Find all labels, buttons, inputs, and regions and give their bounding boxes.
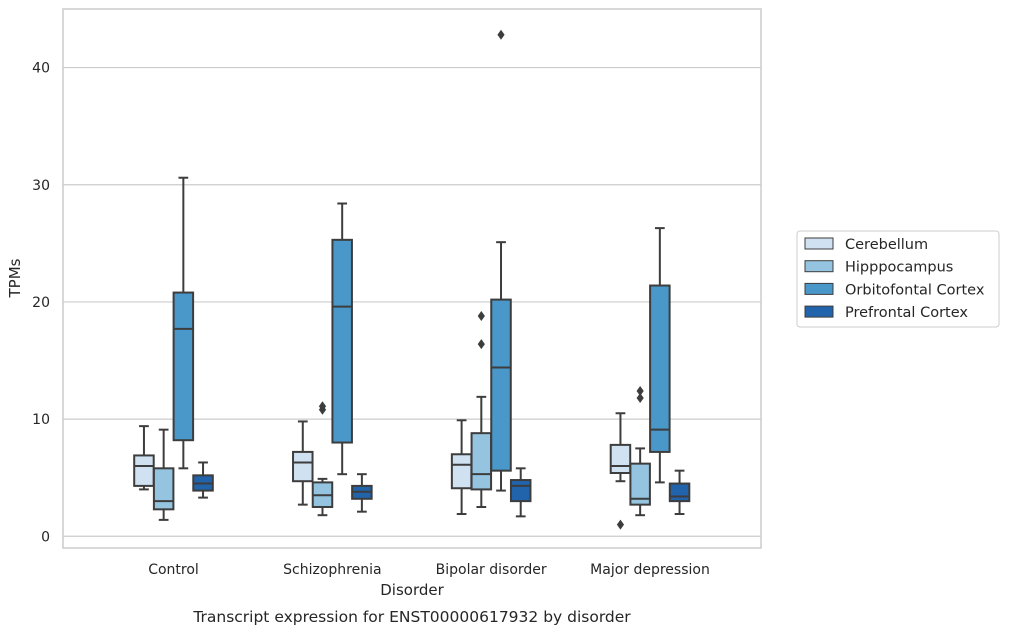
box-control-prefrontal-cortex xyxy=(192,461,214,499)
x-tick-label: Major depression xyxy=(590,562,710,578)
x-tick-labels: Control Schizophrenia Bipolar disorder Majo… xyxy=(148,562,710,578)
y-axis-title: TPMs xyxy=(6,258,24,298)
box-schizophrenia-cerebellum xyxy=(292,420,314,506)
y-tick-label: 20 xyxy=(32,295,50,311)
box-major-depression-orbitofontal-cortex xyxy=(649,227,671,484)
legend-swatch xyxy=(804,260,834,273)
box-iqr xyxy=(490,298,512,472)
x-axis-title: Disorder xyxy=(380,581,444,599)
outlier-point xyxy=(318,401,327,412)
box-iqr xyxy=(133,454,155,487)
box-iqr xyxy=(668,482,691,503)
box-iqr xyxy=(450,453,473,490)
box-control-cerebellum xyxy=(133,425,155,491)
legend-frame xyxy=(796,230,1000,328)
box-iqr xyxy=(470,432,493,491)
legend: Cerebellum Hipppocampus Orbitofontal Corte… xyxy=(796,230,1000,328)
y-tick-label: 30 xyxy=(32,178,50,194)
legend-swatch xyxy=(804,237,834,250)
box-iqr xyxy=(649,284,671,453)
box-iqr xyxy=(152,467,175,511)
box-schizophrenia-orbitofontal-cortex xyxy=(331,202,353,476)
legend-label: Hipppocampus xyxy=(845,260,953,276)
box-control-orbitofontal-cortex xyxy=(172,176,195,470)
legend-label: Cerebellum xyxy=(845,237,928,253)
plot-frame xyxy=(62,8,762,549)
y-tick-labels: 0 10 20 30 40 xyxy=(32,61,50,546)
box-control-hipppocampus xyxy=(152,428,175,521)
figure-caption: Transcript expression for ENST0000061793… xyxy=(192,608,631,626)
x-tick-label: Control xyxy=(148,562,199,578)
box-groups xyxy=(133,29,691,530)
outlier-point xyxy=(477,339,485,350)
box-bipolar-disorder-hipppocampus xyxy=(470,310,493,508)
x-tick-label: Schizophrenia xyxy=(283,562,381,578)
outlier-point xyxy=(616,519,625,530)
box-major-depression-hipppocampus xyxy=(629,385,651,517)
box-schizophrenia-prefrontal-cortex xyxy=(351,473,373,513)
box-iqr xyxy=(629,462,651,506)
outlier-point xyxy=(477,310,485,321)
legend-swatch xyxy=(804,282,834,295)
box-major-depression-cerebellum xyxy=(609,412,632,530)
box-iqr xyxy=(609,443,632,475)
box-bipolar-disorder-prefrontal-cortex xyxy=(509,467,532,518)
box-iqr xyxy=(292,450,314,483)
box-iqr xyxy=(172,291,195,442)
legend-label: Prefrontal Cortex xyxy=(845,305,968,321)
y-tick-label: 0 xyxy=(41,529,50,545)
outlier-point xyxy=(636,385,644,396)
legend-label: Orbitofontal Cortex xyxy=(845,282,985,298)
box-schizophrenia-hipppocampus xyxy=(311,401,334,517)
box-major-depression-prefrontal-cortex xyxy=(668,469,691,516)
outlier-point xyxy=(497,29,505,40)
box-iqr xyxy=(331,238,353,444)
legend-swatch xyxy=(804,305,834,318)
outlier-point xyxy=(636,393,644,404)
x-tick-label: Bipolar disorder xyxy=(436,562,547,578)
y-tick-label: 10 xyxy=(32,412,50,428)
box-bipolar-disorder-orbitofontal-cortex xyxy=(490,29,512,492)
y-tick-label: 40 xyxy=(32,61,50,77)
box-bipolar-disorder-cerebellum xyxy=(450,419,473,516)
box-iqr xyxy=(509,479,532,503)
